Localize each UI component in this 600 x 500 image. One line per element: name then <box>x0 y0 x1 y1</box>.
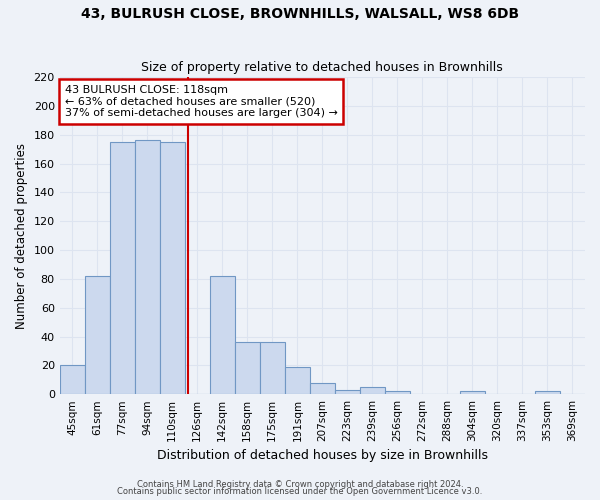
Bar <box>160 142 185 394</box>
Bar <box>385 392 410 394</box>
Bar <box>360 387 385 394</box>
X-axis label: Distribution of detached houses by size in Brownhills: Distribution of detached houses by size … <box>157 450 488 462</box>
Bar <box>135 140 160 394</box>
Bar <box>285 367 310 394</box>
Bar <box>210 276 235 394</box>
Text: Contains public sector information licensed under the Open Government Licence v3: Contains public sector information licen… <box>118 487 482 496</box>
Bar <box>535 392 560 394</box>
Bar <box>59 366 85 394</box>
Bar <box>310 382 335 394</box>
Y-axis label: Number of detached properties: Number of detached properties <box>15 142 28 328</box>
Bar <box>335 390 360 394</box>
Bar <box>260 342 285 394</box>
Text: 43, BULRUSH CLOSE, BROWNHILLS, WALSALL, WS8 6DB: 43, BULRUSH CLOSE, BROWNHILLS, WALSALL, … <box>81 8 519 22</box>
Bar <box>235 342 260 394</box>
Text: 43 BULRUSH CLOSE: 118sqm
← 63% of detached houses are smaller (520)
37% of semi-: 43 BULRUSH CLOSE: 118sqm ← 63% of detach… <box>65 85 338 118</box>
Bar <box>110 142 135 394</box>
Bar <box>85 276 110 394</box>
Text: Contains HM Land Registry data © Crown copyright and database right 2024.: Contains HM Land Registry data © Crown c… <box>137 480 463 489</box>
Title: Size of property relative to detached houses in Brownhills: Size of property relative to detached ho… <box>142 62 503 74</box>
Bar <box>460 392 485 394</box>
